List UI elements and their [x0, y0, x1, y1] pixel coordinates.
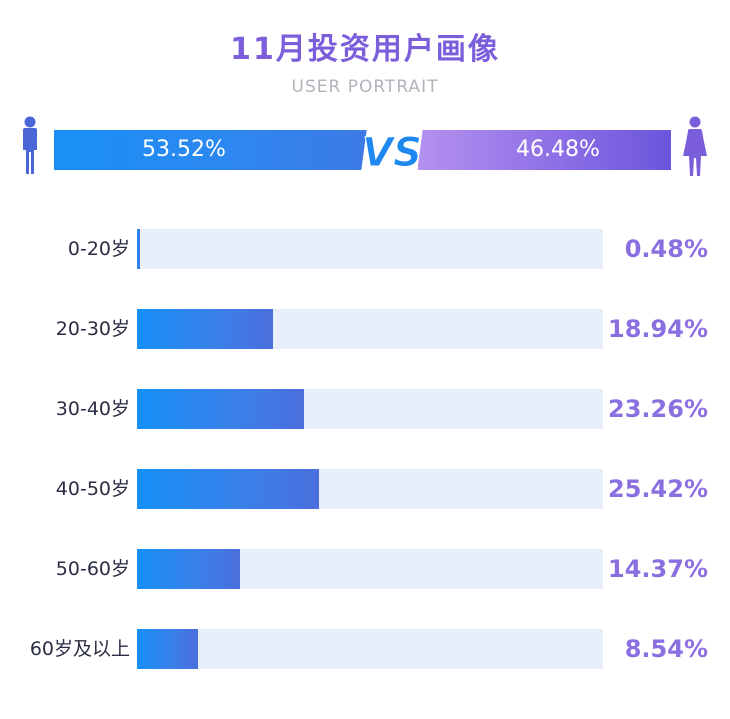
age-bar-track	[137, 469, 603, 509]
female-percent-label: 46.48%	[516, 137, 600, 162]
age-label: 50-60岁	[55, 558, 130, 580]
age-label: 40-50岁	[55, 478, 130, 500]
male-person-icon	[23, 116, 37, 174]
male-ratio-bar: 53.52%	[54, 130, 370, 170]
age-label: 20-30岁	[55, 318, 130, 340]
vs-badge: VS	[360, 120, 424, 180]
page-title: 11月投资用户画像	[230, 32, 500, 67]
female-person-icon	[683, 116, 707, 176]
age-label: 60岁及以上	[29, 638, 130, 660]
male-percent-label: 53.52%	[142, 137, 226, 162]
female-ratio-bar: 46.48%	[418, 130, 671, 170]
vs-text: VS	[362, 130, 422, 176]
age-percent-value: 14.37%	[608, 555, 708, 583]
age-bar-track	[137, 309, 603, 349]
age-percent-value: 23.26%	[608, 395, 708, 423]
age-bar-track	[137, 229, 603, 269]
age-percent-value: 8.54%	[624, 635, 708, 663]
page-subtitle: USER PORTRAIT	[291, 77, 439, 97]
age-percent-value: 18.94%	[608, 315, 708, 343]
age-bar-track	[137, 629, 603, 669]
age-label: 0-20岁	[67, 238, 130, 260]
age-bar	[137, 549, 240, 589]
age-label: 30-40岁	[55, 398, 130, 420]
age-bar	[137, 389, 304, 429]
age-bar	[137, 309, 273, 349]
age-bar-track	[137, 389, 603, 429]
age-bar-track	[137, 549, 603, 589]
age-bar	[137, 229, 140, 269]
age-percent-value: 25.42%	[608, 475, 708, 503]
age-percent-value: 0.48%	[624, 235, 708, 263]
age-bar	[137, 629, 198, 669]
age-bar	[137, 469, 319, 509]
